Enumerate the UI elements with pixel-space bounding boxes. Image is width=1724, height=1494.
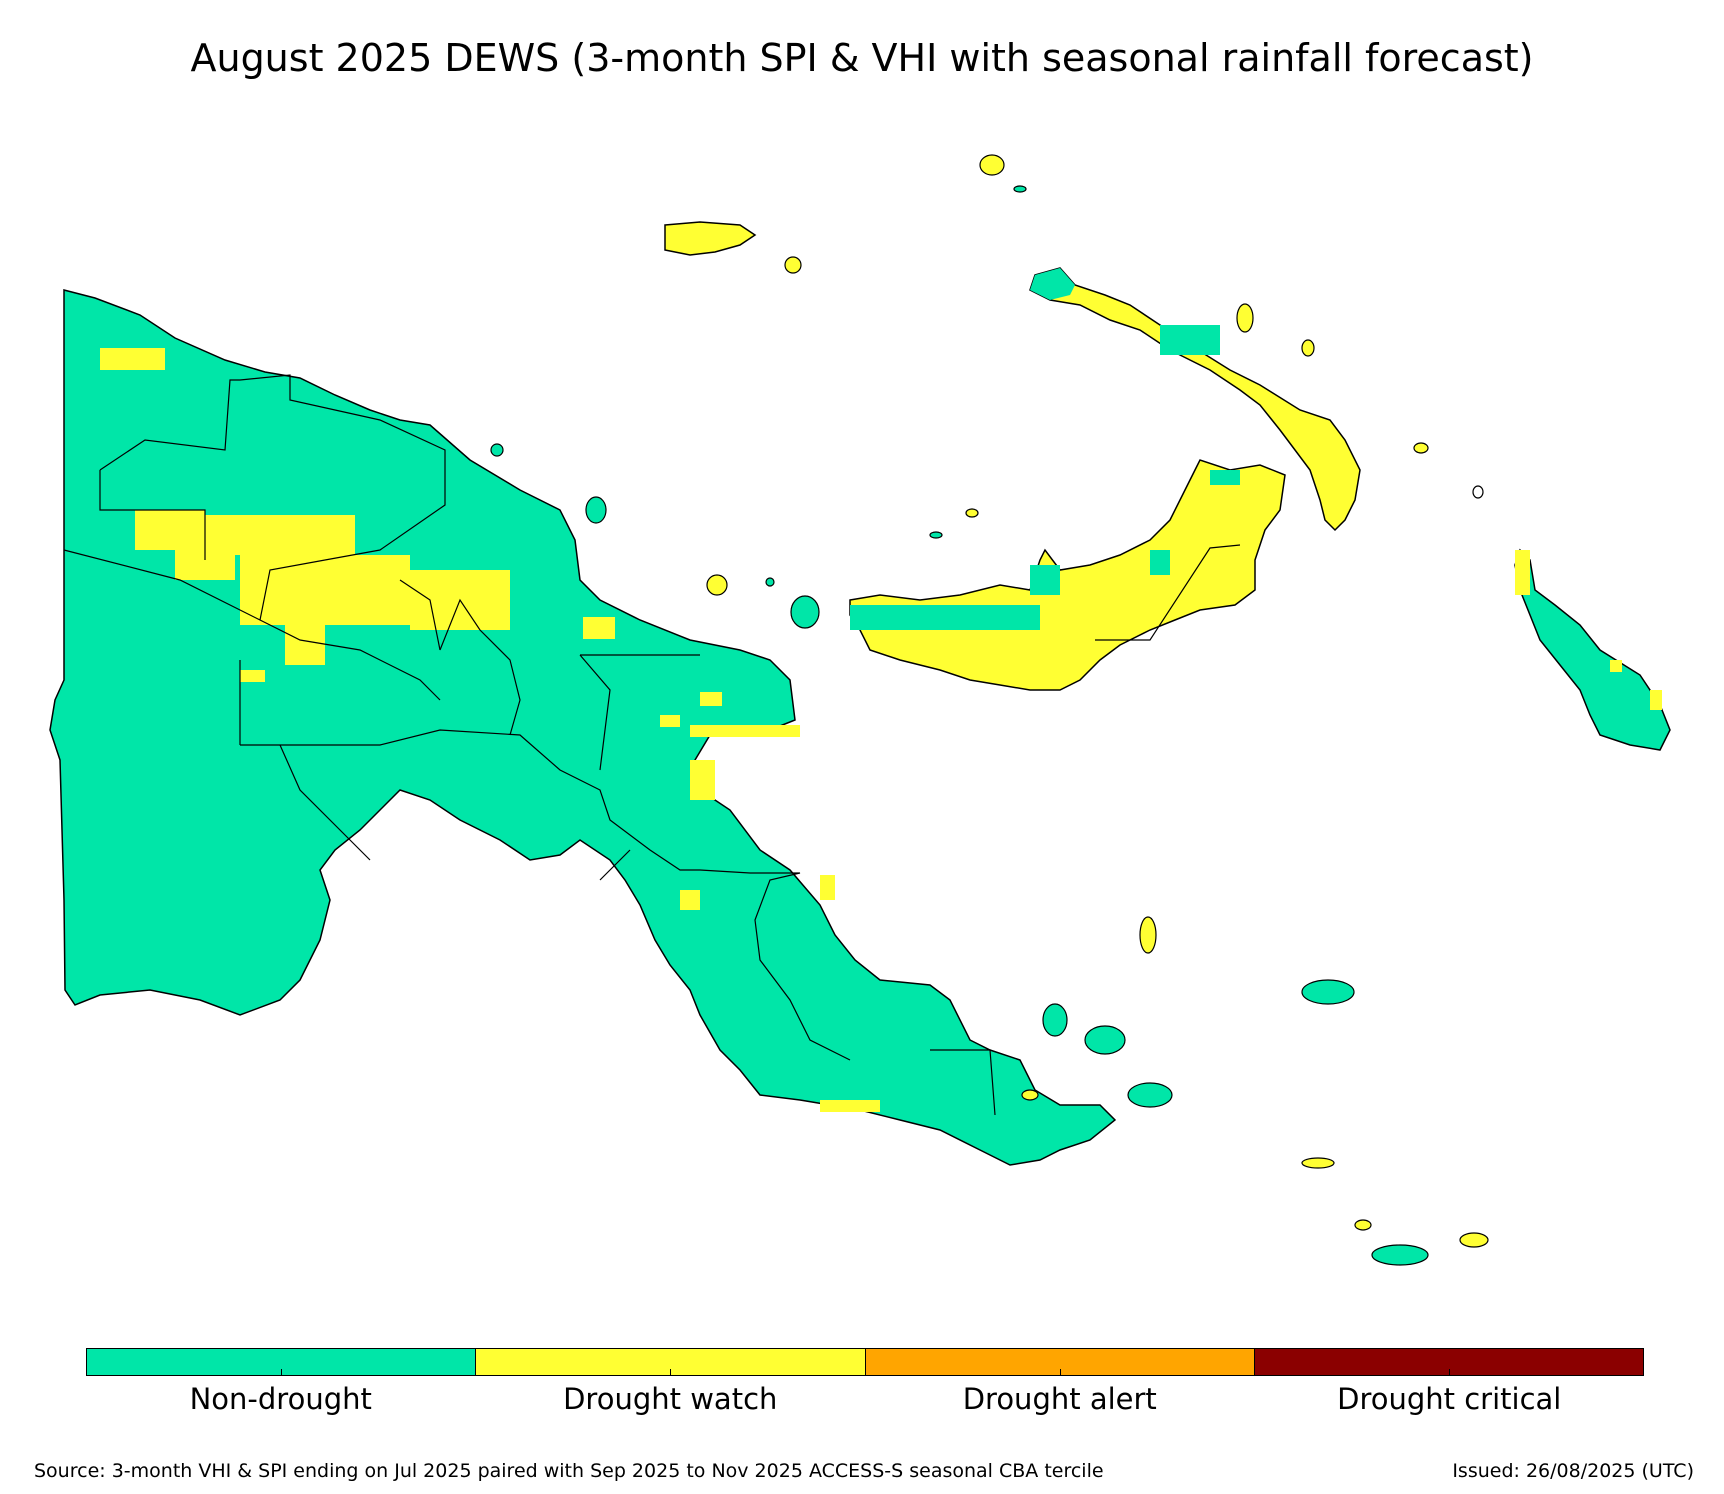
bougainville-landmass bbox=[1514, 548, 1671, 751]
watch-patch bbox=[583, 617, 615, 639]
new-ireland-green bbox=[1030, 268, 1075, 300]
legend-label-drought-alert: Drought alert bbox=[962, 1382, 1157, 1416]
legend-label-drought-critical: Drought critical bbox=[1337, 1382, 1562, 1416]
island bbox=[1236, 303, 1254, 333]
legend-swatch-non-drought bbox=[87, 1349, 476, 1375]
province-boundaries bbox=[63, 374, 996, 1116]
island bbox=[1139, 916, 1157, 954]
island bbox=[765, 577, 775, 587]
non-drought-patch bbox=[1210, 470, 1240, 485]
legend-label-drought-watch: Drought watch bbox=[563, 1382, 778, 1416]
issued-date: Issued: 26/08/2025 (UTC) bbox=[1452, 1460, 1694, 1482]
watch-patch bbox=[690, 760, 715, 800]
island bbox=[784, 256, 802, 274]
watch-patch bbox=[680, 890, 700, 910]
legend-label-non-drought: Non-drought bbox=[189, 1382, 372, 1416]
watch-patch bbox=[700, 692, 722, 706]
legend-colorbar bbox=[86, 1348, 1644, 1376]
new-britain-landmass bbox=[849, 459, 1286, 691]
map-title: August 2025 DEWS (3-month SPI & VHI with… bbox=[190, 36, 1534, 80]
mainland bbox=[49, 289, 1117, 1166]
non-drought-patch bbox=[850, 605, 1040, 630]
bougainville bbox=[1514, 548, 1671, 751]
legend-labels: Non-drought Drought watch Drought alert … bbox=[86, 1382, 1644, 1416]
island bbox=[1301, 1157, 1335, 1169]
manus-island bbox=[664, 221, 757, 256]
island bbox=[1127, 1082, 1173, 1108]
new-ireland bbox=[1029, 267, 1361, 532]
watch-patch bbox=[240, 555, 410, 625]
island bbox=[1354, 1219, 1372, 1231]
watch-patch bbox=[1515, 550, 1530, 595]
manus-landmass bbox=[664, 221, 757, 256]
island bbox=[1021, 1089, 1039, 1101]
legend-swatch-drought-watch bbox=[475, 1349, 865, 1375]
island bbox=[1459, 1232, 1489, 1248]
island bbox=[1301, 979, 1355, 1005]
watch-patch bbox=[240, 670, 265, 682]
island bbox=[965, 508, 979, 518]
watch-patch bbox=[1650, 690, 1662, 710]
mainland-landmass bbox=[49, 289, 1117, 1166]
watch-patch bbox=[820, 875, 835, 900]
island bbox=[585, 496, 607, 524]
island bbox=[1042, 1003, 1068, 1037]
non-drought-patch bbox=[1150, 550, 1170, 575]
island bbox=[1013, 185, 1027, 193]
island bbox=[1472, 485, 1484, 499]
watch-patch bbox=[690, 725, 800, 737]
new-britain bbox=[849, 459, 1286, 691]
non-drought-patch bbox=[1160, 325, 1220, 355]
island bbox=[979, 154, 1005, 176]
island bbox=[490, 443, 504, 457]
island bbox=[1371, 1244, 1429, 1266]
island bbox=[790, 595, 820, 629]
watch-patch bbox=[820, 1100, 880, 1112]
small-islands bbox=[490, 154, 1489, 1266]
watch-patch bbox=[100, 348, 165, 370]
island bbox=[706, 574, 728, 596]
island bbox=[1084, 1025, 1126, 1055]
island bbox=[1301, 339, 1315, 357]
non-drought-patch bbox=[1030, 565, 1060, 595]
watch-patch bbox=[285, 620, 325, 665]
source-note: Source: 3-month VHI & SPI ending on Jul … bbox=[34, 1460, 1104, 1482]
watch-patch bbox=[1610, 660, 1622, 672]
watch-patch bbox=[660, 715, 680, 727]
island bbox=[1413, 442, 1429, 454]
island bbox=[929, 531, 943, 539]
legend-swatch-drought-critical bbox=[1253, 1349, 1643, 1375]
legend-swatch-drought-alert bbox=[864, 1349, 1254, 1375]
